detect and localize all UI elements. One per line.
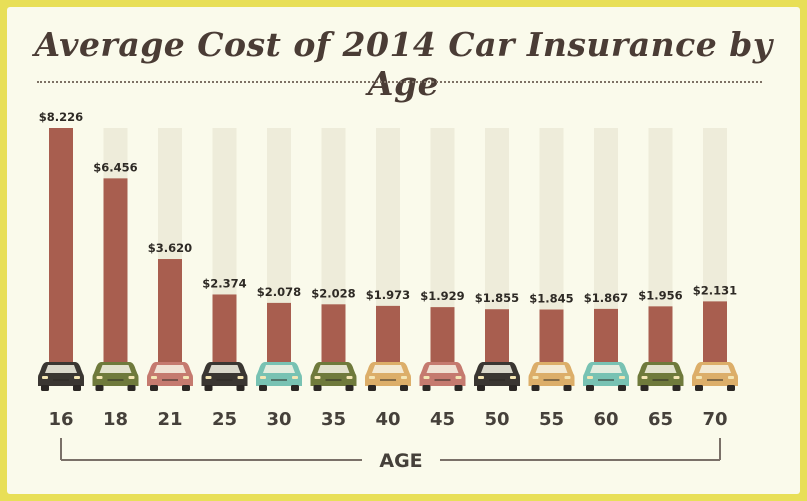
value-label-70: $2.131 — [693, 283, 737, 297]
x-tick-40: 40 — [375, 409, 400, 430]
x-axis-title: AGE — [379, 450, 422, 472]
value-label-55: $1.845 — [529, 292, 573, 306]
x-tick-16: 16 — [48, 409, 73, 430]
x-tick-35: 35 — [321, 409, 346, 430]
x-tick-60: 60 — [593, 409, 618, 430]
x-tick-70: 70 — [702, 409, 727, 430]
value-label-35: $2.028 — [311, 286, 355, 300]
x-tick-50: 50 — [484, 409, 509, 430]
chart-title: Average Cost of 2014 Car Insurance by Ag… — [34, 25, 773, 103]
car-icon — [583, 362, 629, 391]
value-label-45: $1.929 — [420, 289, 464, 303]
car-icon — [692, 362, 738, 391]
bar-45 — [430, 307, 455, 362]
bar-70 — [703, 301, 727, 362]
car-icon — [310, 362, 357, 391]
bar-21 — [158, 259, 182, 362]
car-icon — [256, 362, 302, 391]
x-tick-18: 18 — [103, 409, 128, 430]
value-label-50: $1.855 — [475, 291, 519, 305]
value-label-21: $3.620 — [148, 241, 192, 255]
car-icon — [637, 362, 684, 391]
x-tick-25: 25 — [212, 409, 237, 430]
bar-55 — [539, 309, 564, 362]
x-tick-30: 30 — [266, 409, 291, 430]
bar-16 — [49, 128, 73, 362]
bar-35 — [321, 304, 346, 362]
car-icon — [419, 362, 466, 391]
car-icon — [38, 362, 84, 391]
car-icon — [201, 362, 248, 391]
value-label-60: $1.867 — [584, 291, 628, 305]
bar-65 — [648, 306, 673, 362]
bar-30 — [267, 302, 291, 362]
title-divider — [37, 81, 762, 83]
x-tick-65: 65 — [648, 409, 673, 430]
x-tick-55: 55 — [539, 409, 564, 430]
bar-60 — [594, 308, 618, 362]
car-icon — [474, 362, 520, 391]
bar-40 — [376, 305, 400, 362]
value-label-40: $1.973 — [366, 288, 410, 302]
bar-50 — [485, 309, 509, 362]
car-icon — [365, 362, 411, 391]
value-label-18: $6.456 — [93, 160, 137, 174]
value-label-30: $2.078 — [257, 285, 301, 299]
bar-25 — [212, 294, 237, 362]
car-icon — [92, 362, 139, 391]
car-icon — [147, 362, 193, 391]
value-label-65: $1.956 — [638, 288, 682, 302]
value-label-16: $8.226 — [39, 110, 83, 124]
x-tick-45: 45 — [430, 409, 455, 430]
x-tick-21: 21 — [157, 409, 182, 430]
car-icon — [528, 362, 575, 391]
bar-18 — [103, 178, 128, 362]
value-label-25: $2.374 — [202, 276, 246, 290]
x-axis-bracket — [60, 438, 721, 461]
